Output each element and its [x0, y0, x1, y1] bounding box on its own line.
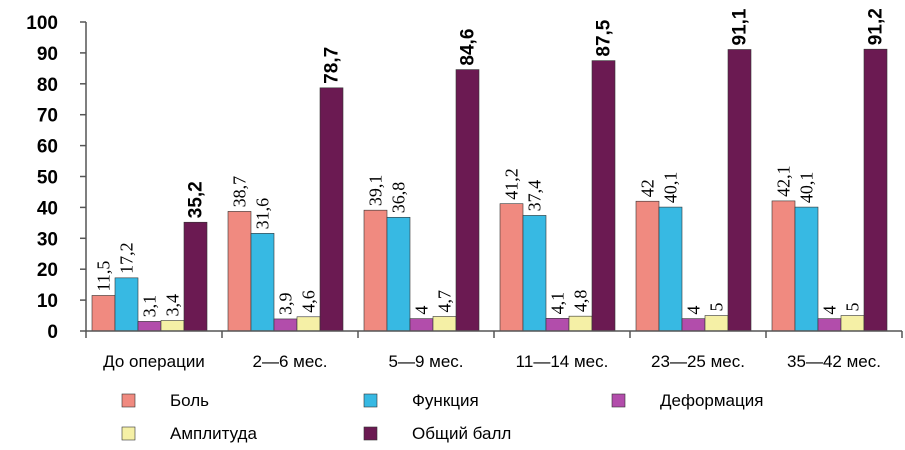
data-label: 4 [412, 306, 432, 315]
bar [273, 318, 298, 332]
bar [522, 215, 547, 332]
y-tick-label: 100 [26, 13, 58, 34]
legend: Боль Функция Деформация Амплитуда Общий балл [121, 391, 763, 443]
data-label: 3,9 [276, 292, 296, 315]
y-tick-label: 20 [37, 260, 58, 281]
data-label: 40,1 [661, 172, 681, 204]
data-label: 91,2 [866, 8, 887, 45]
bar [840, 315, 865, 332]
data-label: 84,6 [458, 29, 479, 66]
data-label: 3,4 [163, 294, 183, 317]
legend-swatch [121, 393, 136, 408]
bar [114, 277, 139, 332]
bar [499, 203, 524, 332]
legend-item: Общий балл [363, 424, 511, 443]
y-tick-label: 40 [37, 198, 58, 219]
x-tick-label: 23—25 мес. [651, 352, 745, 371]
bar [545, 318, 570, 332]
legend-item: Амплитуда [121, 424, 257, 443]
bar [137, 321, 162, 332]
x-axis: До операции 2—6 мес. 5—9 мес. 11—14 мес. 23—… [85, 330, 903, 371]
legend-swatch [363, 393, 378, 408]
data-label: 40,1 [797, 172, 817, 204]
y-axis: 0 10 20 30 40 50 60 70 80 90 100 [26, 13, 87, 343]
legend-item: Функция [363, 391, 479, 410]
bar [568, 315, 593, 332]
data-label: 5 [707, 303, 727, 312]
y-tick-label: 90 [37, 44, 58, 65]
bar [658, 206, 683, 332]
data-label: 91,1 [730, 8, 751, 45]
bar [386, 216, 411, 332]
y-tick-label: 30 [37, 229, 58, 250]
data-label: 42,1 [774, 165, 794, 197]
bar [363, 209, 388, 332]
data-labels: 11,517,2 3,1 3,4 35,2 38,731,6 3,9 4,6 78,7 39,1… [94, 8, 887, 317]
data-label: 4 [820, 306, 840, 315]
y-tick-label: 0 [47, 322, 58, 343]
x-tick-label: 35—42 мес. [787, 352, 881, 371]
legend-swatch [363, 426, 378, 441]
legend-item: Боль [121, 391, 209, 410]
bar [771, 200, 796, 332]
bar [727, 49, 752, 332]
legend-label: Деформация [660, 391, 763, 410]
bar [296, 316, 321, 332]
y-tick-label: 50 [37, 168, 58, 189]
bar [183, 221, 208, 332]
x-tick-label: 11—14 мес. [516, 352, 609, 371]
x-tick-label: 2—6 мес. [253, 352, 328, 371]
legend-label: Боль [170, 391, 209, 410]
bar [432, 316, 457, 332]
y-tick-label: 10 [37, 291, 58, 312]
data-label: 5 [843, 303, 863, 312]
data-label: 4,1 [548, 292, 568, 315]
bars [91, 48, 888, 332]
bar [455, 69, 480, 332]
bar [227, 211, 252, 332]
data-label: 38,7 [230, 176, 250, 208]
bar [794, 206, 819, 332]
bar [160, 320, 185, 332]
data-label: 39,1 [366, 175, 386, 207]
data-label: 37,4 [525, 180, 545, 212]
data-label: 4,6 [299, 290, 319, 313]
data-label: 41,2 [502, 168, 522, 200]
bar [635, 200, 660, 332]
x-tick-label: 5—9 мес. [389, 352, 464, 371]
bar [704, 315, 729, 332]
data-label: 3,1 [140, 295, 160, 318]
data-label: 35,2 [186, 181, 207, 218]
data-label: 4 [684, 306, 704, 315]
bar [91, 295, 116, 332]
legend-swatch [121, 426, 136, 441]
bar [409, 318, 434, 332]
data-label: 36,8 [389, 182, 409, 214]
legend-label: Амплитуда [170, 424, 257, 443]
bar [863, 48, 888, 332]
data-label: 4,8 [571, 290, 591, 313]
x-tick-label: До операции [103, 352, 205, 371]
bar [319, 87, 344, 332]
data-label: 4,7 [435, 290, 455, 313]
legend-label: Функция [412, 391, 479, 410]
bar [817, 318, 842, 332]
data-label: 78,7 [322, 47, 343, 84]
y-tick-label: 60 [37, 137, 58, 158]
bar [591, 60, 616, 332]
legend-swatch [611, 393, 626, 408]
data-label: 11,5 [94, 261, 114, 292]
bar [681, 318, 706, 332]
bar [250, 233, 275, 332]
legend-label: Общий балл [412, 424, 511, 443]
legend-item: Деформация [611, 391, 763, 410]
y-tick-label: 80 [37, 75, 58, 96]
data-label: 17,2 [117, 242, 137, 274]
y-tick-label: 70 [37, 106, 58, 127]
data-label: 31,6 [253, 198, 273, 230]
data-label: 87,5 [594, 19, 615, 56]
data-label: 42 [638, 179, 658, 197]
